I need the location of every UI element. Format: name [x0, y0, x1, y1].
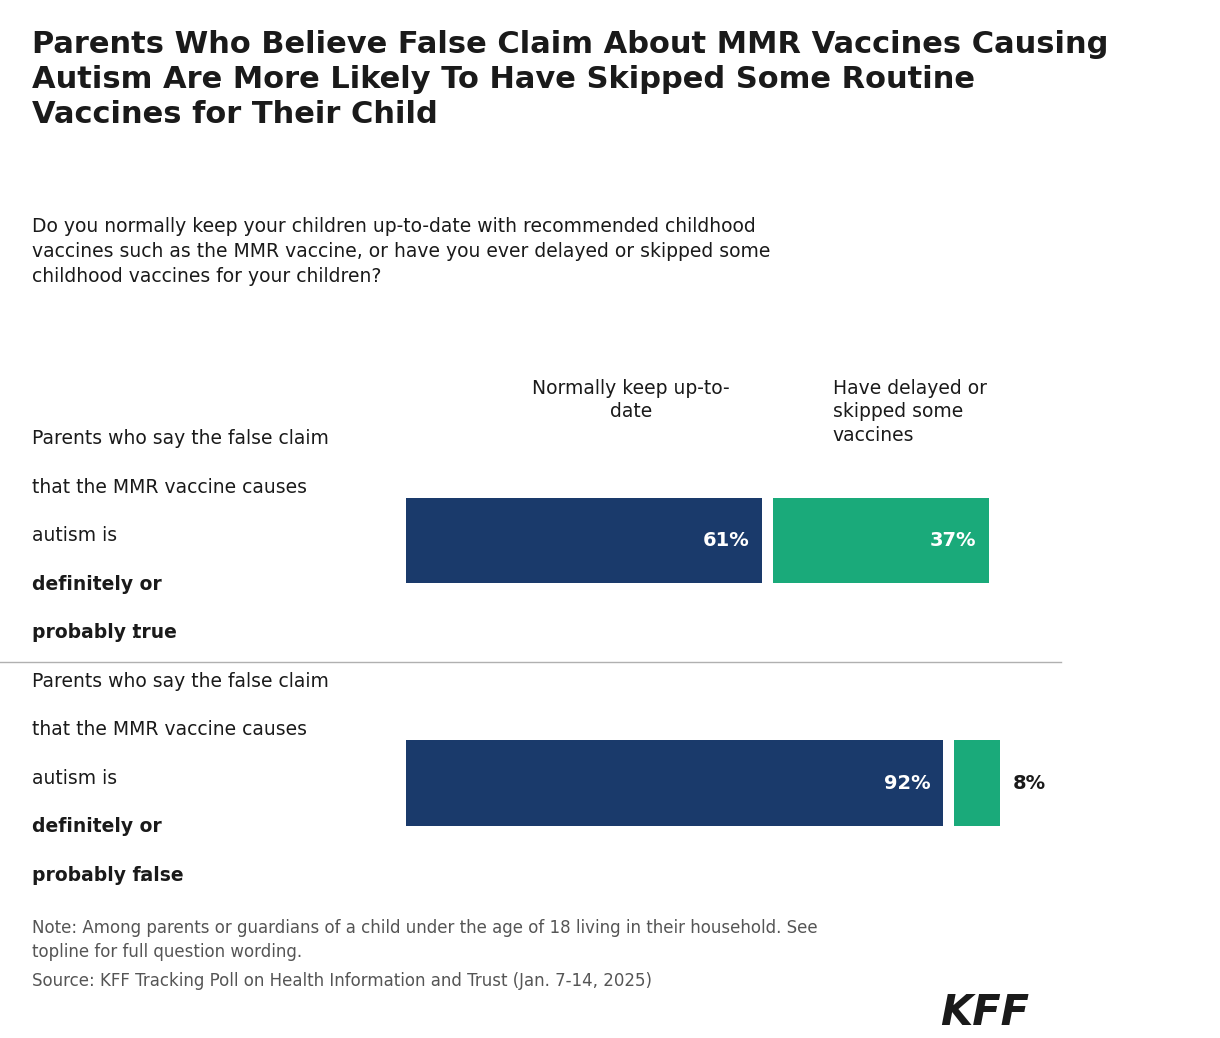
Text: Have delayed or
skipped some
vaccines: Have delayed or skipped some vaccines	[833, 379, 987, 445]
Text: KFF: KFF	[939, 992, 1028, 1034]
Bar	[954, 740, 1000, 826]
Text: Parents who say the false claim: Parents who say the false claim	[32, 672, 328, 691]
Text: Do you normally keep your children up-to-date with recommended childhood
vaccine: Do you normally keep your children up-to…	[32, 217, 770, 286]
Text: 37%: 37%	[930, 531, 976, 550]
Text: Source: KFF Tracking Poll on Health Information and Trust (Jan. 7-14, 2025): Source: KFF Tracking Poll on Health Info…	[32, 972, 651, 990]
Text: Parents Who Believe False Claim About MMR Vaccines Causing
Autism Are More Likel: Parents Who Believe False Claim About MM…	[32, 30, 1108, 129]
Text: Normally keep up-to-
date: Normally keep up-to- date	[532, 379, 730, 421]
Text: 92%: 92%	[883, 773, 931, 793]
Text: autism is: autism is	[32, 769, 123, 788]
Text: :: :	[139, 866, 145, 885]
Bar	[406, 740, 943, 826]
Text: 8%: 8%	[1013, 773, 1047, 793]
Text: that the MMR vaccine causes: that the MMR vaccine causes	[32, 720, 306, 739]
Text: Note: Among parents or guardians of a child under the age of 18 living in their : Note: Among parents or guardians of a ch…	[32, 920, 817, 961]
Text: :: :	[131, 624, 138, 643]
Text: that the MMR vaccine causes: that the MMR vaccine causes	[32, 477, 306, 497]
Text: autism is: autism is	[32, 526, 123, 545]
Text: 61%: 61%	[703, 531, 749, 550]
Text: definitely or: definitely or	[32, 575, 161, 594]
Text: probably true: probably true	[32, 624, 177, 643]
Text: definitely or: definitely or	[32, 817, 161, 837]
Text: probably false: probably false	[32, 866, 183, 885]
Bar	[772, 497, 988, 583]
Text: Parents who say the false claim: Parents who say the false claim	[32, 430, 328, 448]
Bar	[406, 497, 762, 583]
